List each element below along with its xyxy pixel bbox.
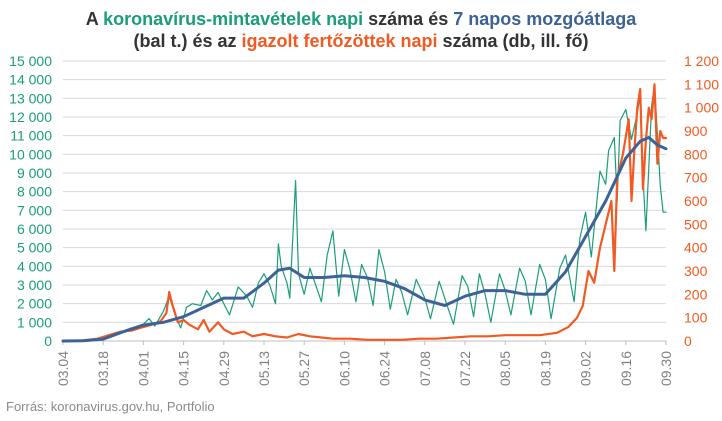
x-tick-label: 09.16 xyxy=(618,351,634,386)
y-left-tick-label: 13 000 xyxy=(9,90,52,106)
x-tick-label: 04.15 xyxy=(176,351,192,386)
y-right-tick-label: 800 xyxy=(684,146,708,162)
title-avg-highlight: 7 napos mozgóátlaga xyxy=(453,9,637,29)
y-right-tick-label: 1 000 xyxy=(684,100,719,116)
y-left-tick-label: 15 000 xyxy=(9,53,52,69)
series-line-moving-average xyxy=(61,136,668,343)
y-right-tick-label: 200 xyxy=(684,286,708,302)
x-tick-label: 03.18 xyxy=(95,351,111,386)
y-right-tick-label: 100 xyxy=(684,310,708,326)
y-right-tick-label: 900 xyxy=(684,123,708,139)
y-right-tick-label: 0 xyxy=(684,333,692,349)
title-cases-highlight: igazolt fertőzöttek napi xyxy=(241,31,438,51)
x-tick-label: 07.08 xyxy=(417,351,433,386)
series-line-cases xyxy=(61,83,668,343)
x-tick-label: 08.19 xyxy=(537,351,553,386)
y-right-tick-label: 400 xyxy=(684,240,708,256)
chart-title: A koronavírus-mintavételek napi száma és… xyxy=(0,8,722,52)
y-left-tick-label: 2 000 xyxy=(17,296,52,312)
source-note: Forrás: koronavirus.gov.hu, Portfolio xyxy=(6,399,215,414)
title-part-4: száma (db, ill. fő) xyxy=(437,31,589,51)
y-right-tick-label: 1 100 xyxy=(684,76,719,92)
y-right-tick-label: 500 xyxy=(684,216,708,232)
y-left-tick-label: 4 000 xyxy=(17,258,52,274)
y-left-tick-label: 5 000 xyxy=(17,240,52,256)
x-tick-label: 09.30 xyxy=(658,351,674,386)
y-right-tick-label: 300 xyxy=(684,263,708,279)
y-left-tick-label: 14 000 xyxy=(9,72,52,88)
y-left-tick-label: 7 000 xyxy=(17,202,52,218)
title-tests-highlight: koronavírus-mintavételek napi xyxy=(103,9,364,29)
x-tick-label: 08.05 xyxy=(497,351,513,386)
x-tick-label: 05.13 xyxy=(256,351,272,386)
y-left-tick-label: 6 000 xyxy=(17,221,52,237)
y-left-tick-label: 10 000 xyxy=(9,146,52,162)
x-tick-label: 06.24 xyxy=(377,351,393,386)
y-left-tick-label: 11 000 xyxy=(10,128,52,144)
x-tick-label: 05.27 xyxy=(296,351,312,386)
title-part-3: (bal t.) és az xyxy=(133,31,242,51)
y-left-tick-label: 9 000 xyxy=(17,165,52,181)
x-tick-label: 03.04 xyxy=(55,351,71,386)
x-tick-label: 07.22 xyxy=(457,351,473,386)
y-left-tick-label: 1 000 xyxy=(17,314,52,330)
title-part-2: száma és xyxy=(363,9,454,29)
y-right-tick-label: 700 xyxy=(684,170,708,186)
x-tick-label: 06.10 xyxy=(336,351,352,386)
x-tick-label: 04.01 xyxy=(135,351,151,386)
x-tick-label: 09.02 xyxy=(578,351,594,386)
y-left-tick-label: 8 000 xyxy=(17,184,52,200)
y-left-tick-label: 12 000 xyxy=(9,109,52,125)
title-line-2: (bal t.) és az igazolt fertőzöttek napi … xyxy=(0,30,722,52)
series-line-tests xyxy=(62,84,667,342)
y-left-tick-label: 0 xyxy=(44,333,52,349)
y-right-tick-label: 600 xyxy=(684,193,708,209)
title-part-1: A xyxy=(85,9,104,29)
y-right-tick-label: 1 200 xyxy=(684,53,719,69)
y-left-tick-label: 3 000 xyxy=(17,277,52,293)
x-tick-label: 04.29 xyxy=(216,351,232,386)
title-line-1: A koronavírus-mintavételek napi száma és… xyxy=(0,8,722,30)
